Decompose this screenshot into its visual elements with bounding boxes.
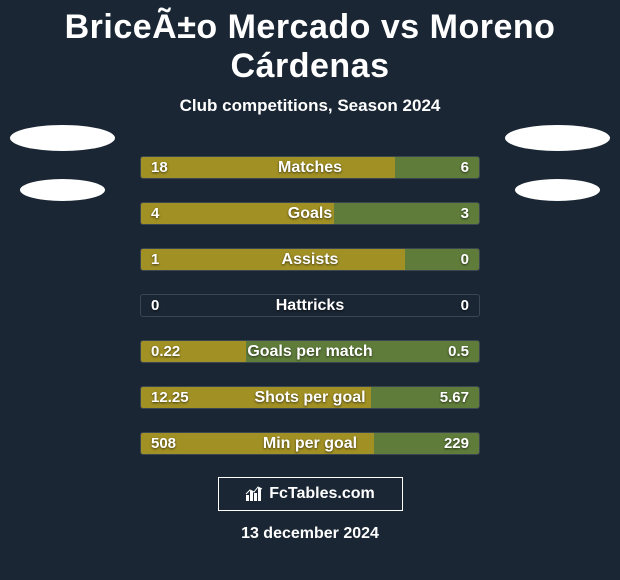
date: 13 december 2024 <box>0 525 620 543</box>
bar-right <box>371 387 479 408</box>
stat-row: Min per goal508229 <box>140 432 480 455</box>
brand-text: FcTables.com <box>269 485 375 503</box>
chart-icon <box>245 486 265 502</box>
bar-right <box>374 433 479 454</box>
bar-right <box>405 249 479 270</box>
player2-logo-1 <box>505 125 610 151</box>
stat-row: Hattricks00 <box>140 294 480 317</box>
player1-logo-1 <box>10 125 115 151</box>
bar-left <box>141 433 374 454</box>
subtitle: Club competitions, Season 2024 <box>0 96 620 116</box>
brand-box: FcTables.com <box>218 477 403 511</box>
stats-container: Matches186 Goals43 Assists10 Hattricks00 Goa… <box>0 156 620 455</box>
stat-row: Goals43 <box>140 202 480 225</box>
stat-row: Matches186 <box>140 156 480 179</box>
bar-left <box>141 157 395 178</box>
bar-right <box>141 295 479 316</box>
bar-left <box>141 203 334 224</box>
page-title: BriceÃ±o Mercado vs Moreno Cárdenas <box>0 8 620 86</box>
bar-right <box>334 203 479 224</box>
bar-left <box>141 387 371 408</box>
bar-left <box>141 249 405 270</box>
bar-right <box>395 157 480 178</box>
stat-row: Shots per goal12.255.67 <box>140 386 480 409</box>
stat-row: Goals per match0.220.5 <box>140 340 480 363</box>
bar-right <box>246 341 479 362</box>
bar-left <box>141 341 246 362</box>
stat-row: Assists10 <box>140 248 480 271</box>
